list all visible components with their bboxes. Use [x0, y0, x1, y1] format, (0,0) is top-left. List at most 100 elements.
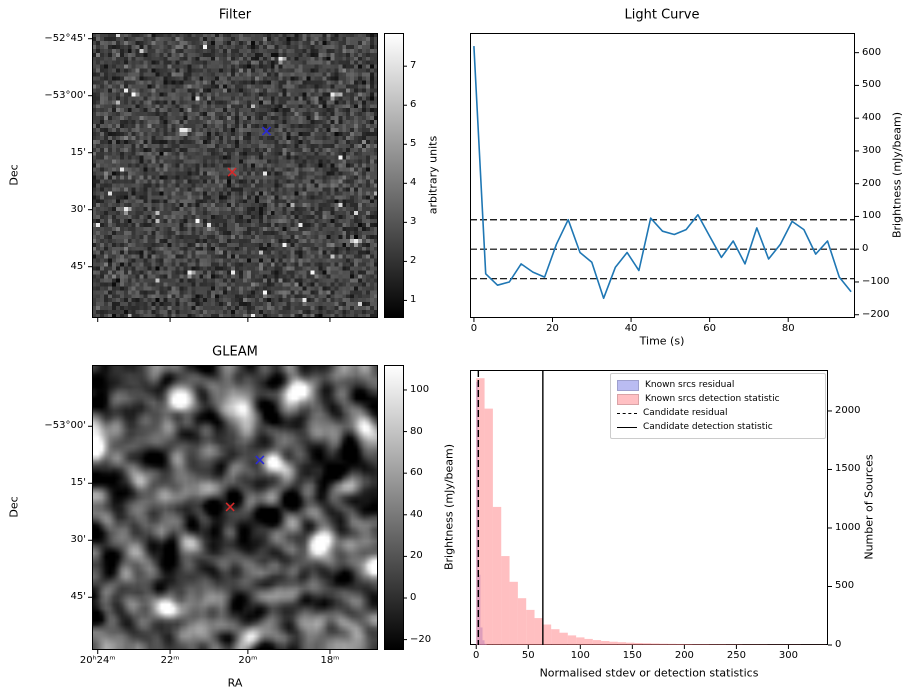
histogram-bar [601, 641, 610, 645]
colorbar-tick-label: 100 [410, 383, 430, 395]
histogram-bar [676, 643, 685, 645]
colorbar-tick-label: −20 [410, 633, 432, 645]
stat-tick-label: 200 [674, 650, 694, 661]
stat-tick-label: 0 [473, 650, 480, 661]
dec-tick-label: 45' [70, 260, 86, 272]
histogram-bar [534, 618, 543, 645]
legend-label: Candidate residual [643, 408, 728, 418]
legend-swatch-solid-line [617, 426, 637, 428]
legend-label: Known srcs detection statistic [645, 394, 780, 404]
stat-tick-label: 50 [521, 650, 535, 661]
dec-tick-label: 15' [70, 146, 86, 158]
histogram-y-axis-label: Number of Sources [862, 454, 876, 560]
colorbar [384, 365, 404, 650]
time-tick-label: 60 [703, 323, 717, 334]
histogram-bar [551, 629, 560, 645]
gleam-ra-axis-label: RA [227, 676, 243, 690]
legend-item-candidate-residual: Candidate residual [617, 406, 819, 420]
count-tick-label: 500 [835, 580, 855, 592]
legend-swatch-known-detstat-patch [617, 393, 639, 405]
time-tick-label: 20 [546, 323, 559, 334]
histogram-bar [592, 640, 602, 645]
histogram-bar [476, 378, 485, 645]
filter-title: Filter [218, 7, 252, 23]
time-tick-label: 80 [781, 323, 795, 334]
brightness-tick-label: 500 [862, 79, 882, 91]
histogram-bar [617, 642, 627, 645]
dec-tick-label: −53°00' [44, 89, 86, 101]
brightness-tick-label: 400 [862, 112, 882, 124]
filter-heatmap-image [92, 33, 378, 318]
histogram-bar [484, 408, 493, 645]
colorbar-tick-label: 3 [410, 216, 417, 228]
dec-tick-label: 30' [70, 203, 86, 215]
light-curve-title: Light Curve [624, 7, 700, 23]
brightness-tick-label: 0 [862, 243, 869, 255]
stat-tick-label: 150 [622, 650, 642, 661]
histogram-bar [634, 643, 643, 645]
colorbar [384, 33, 404, 318]
brightness-tick-label: 300 [862, 144, 882, 156]
filter-dec-axis-label: Dec [7, 164, 21, 186]
histogram-bar [717, 644, 727, 645]
colorbar-tick-label: 60 [410, 467, 423, 479]
legend-swatch-known-residual-patch [617, 379, 639, 391]
count-tick-label: 1500 [835, 463, 861, 475]
stat-tick-label: 300 [778, 650, 798, 661]
colorbar-tick-label: 0 [410, 591, 417, 603]
light-curve-x-axis-label: Time (s) [639, 334, 685, 348]
legend-item-candidate-detstat: Candidate detection statistic [617, 420, 819, 434]
histogram-bar-blue [480, 627, 483, 645]
ra-tick-label: 20ʰ24ᵐ [79, 655, 116, 666]
ra-tick-label: 22ᵐ [160, 655, 180, 666]
legend-label: Known srcs residual [645, 380, 735, 390]
gleam-heatmap-image [92, 365, 378, 650]
histogram-bar [734, 644, 743, 645]
histogram-bar-blue [482, 640, 485, 645]
histogram-bar [509, 581, 518, 645]
gleam-colorbar-label: Brightness (mJy/beam) [442, 443, 456, 571]
time-tick-label: 0 [470, 323, 478, 334]
histogram-bar [642, 643, 652, 645]
histogram-bar-blue [478, 574, 481, 645]
histogram-bar [526, 609, 535, 645]
histogram-bar [576, 637, 585, 645]
dec-tick-label: −52°45' [44, 32, 86, 44]
stat-tick-label: 100 [570, 650, 590, 661]
dec-tick-label: 45' [70, 591, 86, 603]
histogram-bar [501, 556, 510, 645]
histogram-bar [701, 644, 710, 645]
colorbar-tick-label: 7 [410, 60, 417, 72]
histogram-bar [626, 642, 635, 645]
gleam-dec-axis-label: Dec [7, 496, 21, 518]
histogram-bar [684, 644, 693, 645]
count-tick-label: 0 [835, 639, 842, 650]
dec-tick-label: 15' [70, 477, 86, 489]
brightness-tick-label: 200 [862, 177, 882, 189]
brightness-tick-label: 100 [862, 210, 882, 222]
colorbar-tick-label: 40 [410, 508, 423, 520]
legend-item-known-detstat: Known srcs detection statistic [617, 392, 819, 406]
histogram-bar-blue [484, 643, 487, 645]
histogram-bar [517, 598, 527, 645]
colorbar-tick-label: 20 [410, 550, 423, 562]
colorbar-tick-label: 6 [410, 99, 417, 111]
gleam-title: GLEAM [212, 344, 258, 360]
histogram-bar-blue [476, 381, 479, 645]
dec-tick-label: 30' [70, 534, 86, 546]
plot-frame [470, 33, 855, 318]
colorbar-tick-label: 4 [410, 177, 417, 189]
histogram-bar [559, 632, 568, 645]
colorbar-tick-label: 5 [410, 138, 417, 150]
legend: Known srcs residual Known srcs detection… [610, 373, 826, 439]
histogram-x-axis-label: Normalised stdev or detection statistics [539, 666, 759, 680]
brightness-tick-label: −100 [862, 275, 890, 287]
ra-tick-label: 20ᵐ [238, 655, 258, 666]
histogram-bar [567, 635, 577, 645]
stat-tick-label: 250 [726, 650, 746, 661]
histogram-bar [726, 644, 735, 645]
legend-swatch-dashed-line [617, 412, 637, 414]
brightness-tick-label: 600 [862, 46, 882, 58]
histogram-bar [609, 641, 618, 645]
